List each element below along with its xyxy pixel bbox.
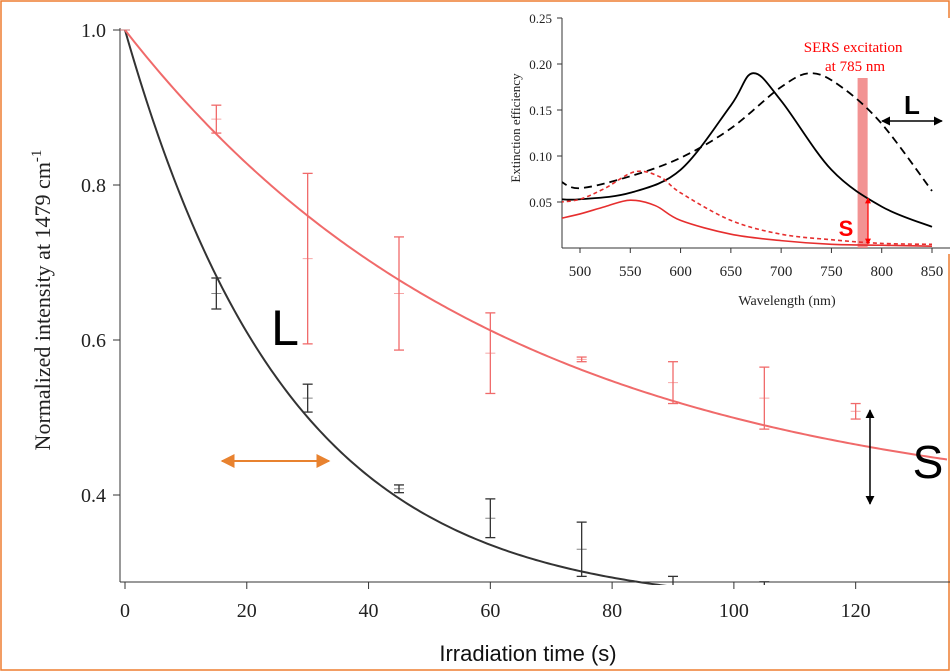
- red-data-point: [211, 104, 222, 134]
- red-data-point: [759, 366, 770, 430]
- inset-red-dashed-curve: [562, 170, 933, 246]
- main-L-annotation: L: [220, 300, 331, 468]
- black-fit-curve: [124, 29, 667, 585]
- black-data-point: [394, 484, 404, 494]
- main-y-tick-label: 1.0: [81, 20, 106, 42]
- main-S-annotation: S: [865, 409, 944, 505]
- inset-x-tick-label: 600: [669, 264, 692, 280]
- main-L-label: L: [271, 300, 299, 356]
- inset-x-axis-label: Wavelength (nm): [738, 294, 836, 309]
- main-x-tick-label: 100: [719, 600, 749, 622]
- excitation-band: [857, 78, 868, 248]
- black-data-point: [485, 498, 496, 539]
- inset-x-tick-label: 550: [619, 264, 642, 280]
- inset-black-solid-curve: [562, 72, 933, 228]
- inset-y-tick-label: 0.15: [529, 103, 552, 118]
- inset-black-dashed-curve: [562, 72, 933, 192]
- inset-y-tick-label: 0.25: [529, 11, 552, 26]
- inset-L-annotation: L: [881, 90, 943, 126]
- red-data-point: [485, 312, 496, 395]
- main-y-axis-label: Normalized intensity at 1479 cm-1: [29, 150, 55, 451]
- inset-S-label: S: [839, 216, 854, 241]
- main-x-tick-label: 20: [237, 600, 257, 622]
- red-data-point: [576, 356, 587, 363]
- inset-x-tick-label: 850: [921, 264, 944, 280]
- inset-y-axis-label: Extinction efficiency: [508, 73, 523, 183]
- inset-S-annotation: S: [839, 197, 871, 245]
- main-x-tick-label: 80: [602, 600, 622, 622]
- red-data-point: [302, 172, 313, 345]
- inset-y-tick-label: 0.05: [529, 195, 552, 210]
- inset-x-tick-label: 800: [870, 264, 893, 280]
- black-data-point: [668, 575, 678, 585]
- black-data-point: [759, 581, 770, 585]
- main-y-tick-label: 0.4: [81, 485, 106, 507]
- main-x-axis-label: Irradiation time (s): [439, 641, 616, 666]
- main-S-label: S: [913, 436, 944, 488]
- red-data-point: [394, 236, 404, 351]
- inset-x-tick-label: 750: [820, 264, 843, 280]
- inset-x-tick-label: 650: [720, 264, 743, 280]
- inset-background: [540, 18, 950, 254]
- red-data-point: [668, 361, 678, 405]
- inset-y-tick-label: 0.10: [529, 149, 552, 164]
- black-data-point: [576, 521, 587, 578]
- main-y-tick-label: 0.8: [81, 175, 106, 197]
- main-x-tick-label: 40: [359, 600, 379, 622]
- main-x-tick-label: 0: [120, 600, 130, 622]
- inset-x-tick-label: 700: [770, 264, 793, 280]
- black-data-point: [211, 277, 222, 310]
- red-fit-curve: [124, 29, 948, 461]
- inset-x-tick-label: 500: [569, 264, 592, 280]
- inset-chart: 500 550 600 650 700 750 800 850 0.05 0.10 0.15 0.20…: [508, 11, 950, 309]
- inset-L-label: L: [904, 90, 920, 120]
- main-y-tick-label: 0.6: [81, 330, 106, 352]
- inset-y-tick-label: 0.20: [529, 57, 552, 72]
- main-x-tick-label: 120: [841, 600, 871, 622]
- black-data-point: [302, 383, 313, 413]
- red-data-point: [850, 402, 861, 420]
- inset-red-solid-curve: [562, 199, 933, 247]
- main-x-tick-label: 60: [480, 600, 500, 622]
- red-series: [120, 29, 948, 461]
- black-series: [120, 29, 770, 585]
- sers-excitation-label: SERS excitation at 785 nm: [804, 40, 907, 75]
